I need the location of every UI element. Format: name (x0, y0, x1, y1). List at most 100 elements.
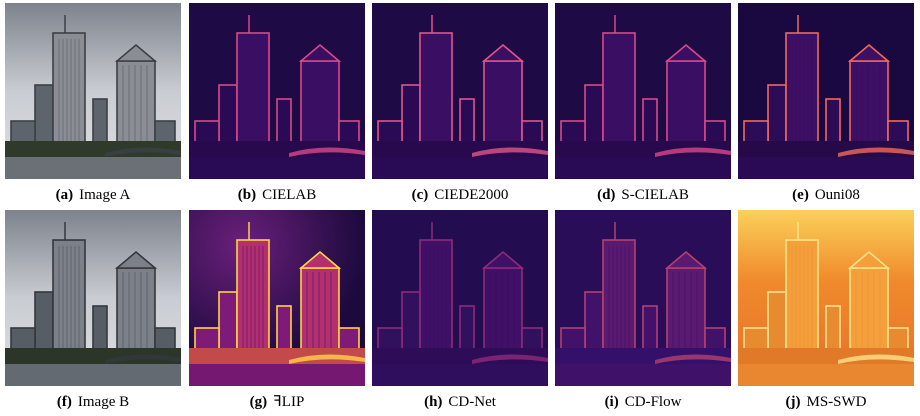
building (643, 306, 657, 350)
water (738, 157, 914, 179)
building (826, 306, 840, 350)
building (53, 240, 85, 350)
building (237, 33, 269, 143)
building (460, 99, 474, 143)
panel (372, 3, 548, 179)
building (277, 99, 291, 143)
caption: (b) CIELAB (238, 187, 317, 203)
building (705, 121, 725, 143)
panel (189, 3, 365, 179)
caption: (g) ꟻLIP (250, 394, 305, 410)
water (372, 157, 548, 179)
water (555, 364, 731, 386)
building (888, 328, 908, 350)
caption-label: (g) (250, 394, 268, 410)
caption-name: Image A (79, 187, 130, 203)
building (35, 85, 53, 145)
building (195, 121, 219, 143)
water (189, 364, 365, 386)
water (5, 157, 181, 179)
building (585, 85, 603, 145)
caption-name: Ouni08 (815, 187, 860, 203)
caption: (h) CD-Net (424, 394, 497, 410)
building (378, 121, 402, 143)
building (219, 292, 237, 352)
building (35, 292, 53, 352)
panel (738, 3, 914, 179)
building (460, 306, 474, 350)
panel (372, 210, 548, 386)
caption: (i) CD-Flow (605, 394, 682, 410)
building (378, 328, 402, 350)
building (339, 121, 359, 143)
caption-label: (i) (605, 394, 619, 410)
building (53, 33, 85, 143)
caption-label: (a) (56, 187, 74, 203)
panel (738, 210, 914, 386)
caption-name: CIELAB (262, 187, 316, 203)
building (744, 328, 768, 350)
panel (189, 210, 365, 386)
caption-label: (h) (424, 394, 442, 410)
caption: (f) Image B (57, 394, 129, 410)
caption-label: (f) (57, 394, 72, 410)
caption-label: (b) (238, 187, 256, 203)
caption-name: CD-Net (448, 394, 496, 410)
building (786, 240, 818, 350)
panel (555, 3, 731, 179)
building (339, 328, 359, 350)
caption-label: (e) (792, 187, 809, 203)
building (195, 328, 219, 350)
caption: (d) S-CIELAB (597, 187, 689, 203)
building (402, 85, 420, 145)
panel (555, 210, 731, 386)
building (420, 33, 452, 143)
building (603, 33, 635, 143)
caption: (e) Ouni08 (792, 187, 860, 203)
building (11, 328, 35, 350)
caption: (c) CIEDE2000 (412, 187, 509, 203)
building (786, 33, 818, 143)
building (705, 328, 725, 350)
building (585, 292, 603, 352)
building (155, 121, 175, 143)
building (643, 99, 657, 143)
caption-name: MS-SWD (806, 394, 866, 410)
panel (5, 210, 181, 386)
water (555, 157, 731, 179)
caption-name: ꟻLIP (273, 394, 304, 410)
panel (5, 3, 181, 179)
building (603, 240, 635, 350)
caption-label: (c) (412, 187, 429, 203)
water (189, 157, 365, 179)
building (826, 99, 840, 143)
caption-name: CD-Flow (625, 394, 682, 410)
figure: (a) Image A (b) CIELAB (c) CIEDE2000 (d) S-CIEL… (0, 0, 920, 416)
water (738, 364, 914, 386)
building (93, 99, 107, 143)
building (744, 121, 768, 143)
building (11, 121, 35, 143)
building (522, 121, 542, 143)
building (277, 306, 291, 350)
building (237, 240, 269, 350)
caption-name: CIEDE2000 (434, 187, 508, 203)
caption-label: (j) (785, 394, 800, 410)
caption: (j) MS-SWD (785, 394, 866, 410)
building (93, 306, 107, 350)
building (561, 328, 585, 350)
water (5, 364, 181, 386)
building (768, 85, 786, 145)
building (420, 240, 452, 350)
building (888, 121, 908, 143)
caption-name: S-CIELAB (621, 187, 689, 203)
caption-label: (d) (597, 187, 615, 203)
building (219, 85, 237, 145)
water (372, 364, 548, 386)
caption: (a) Image A (56, 187, 131, 203)
building (402, 292, 420, 352)
building (155, 328, 175, 350)
caption-name: Image B (78, 394, 129, 410)
building (561, 121, 585, 143)
building (768, 292, 786, 352)
